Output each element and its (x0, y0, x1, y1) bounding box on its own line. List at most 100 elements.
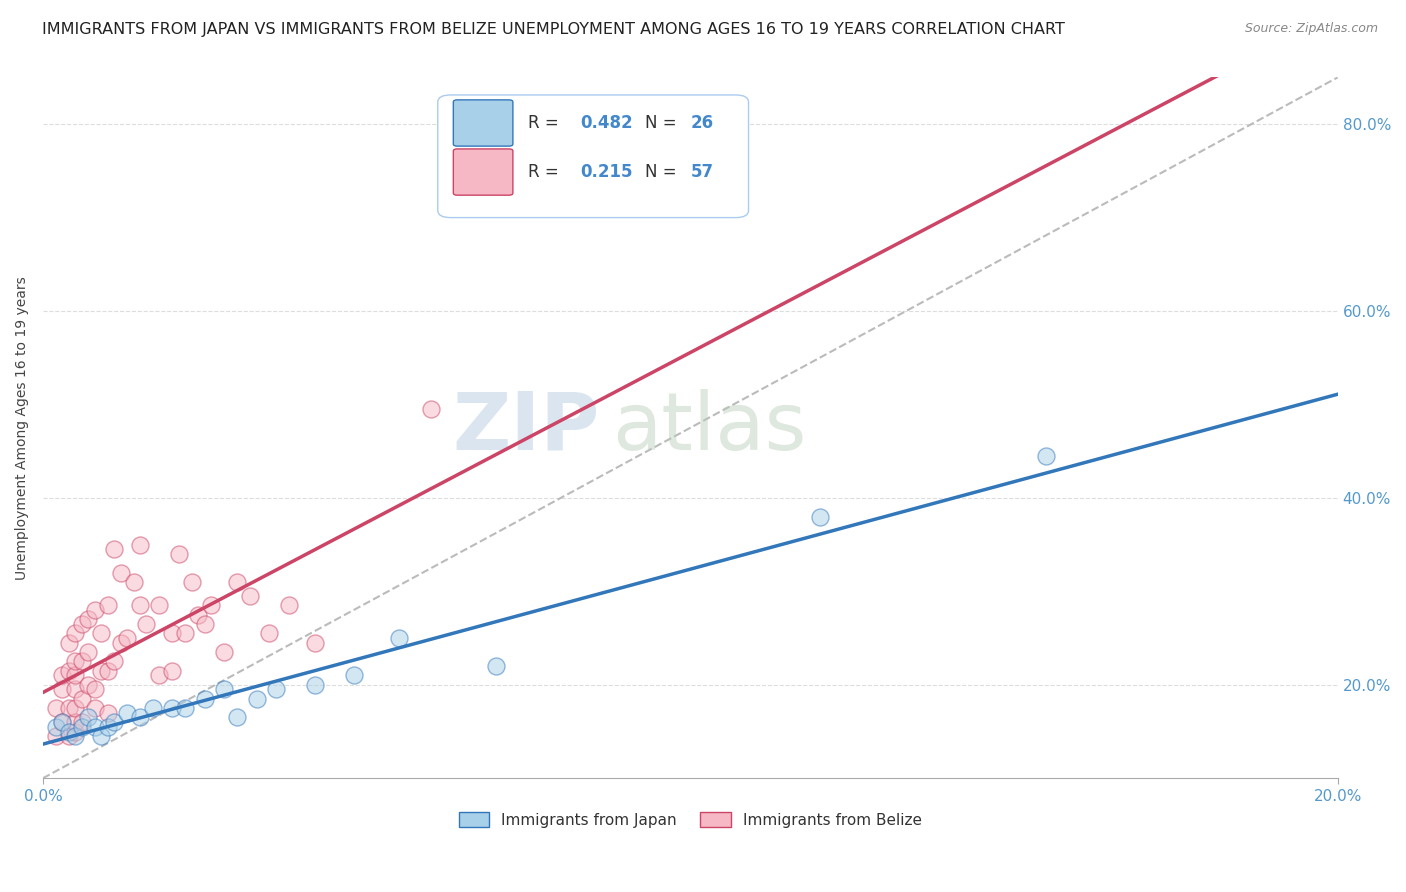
Point (65, 715, 87, 730)
Point (97, 720, 120, 734)
Point (226, 574, 249, 589)
Point (65, 626, 87, 640)
Text: Source: ZipAtlas.com: Source: ZipAtlas.com (1244, 22, 1378, 36)
Text: 0.215: 0.215 (581, 163, 633, 181)
Text: R =: R = (529, 114, 564, 132)
Point (77, 612, 100, 626)
Point (115, 631, 138, 645)
Point (103, 715, 125, 730)
Point (304, 678, 326, 692)
Point (45, 729, 67, 743)
Point (162, 626, 184, 640)
Point (45, 720, 67, 734)
Point (1035, 449, 1057, 463)
Point (77, 678, 100, 692)
Point (45, 701, 67, 715)
Point (97, 599, 120, 613)
Point (65, 701, 87, 715)
FancyBboxPatch shape (437, 95, 748, 218)
Point (187, 607, 209, 622)
Point (420, 402, 443, 417)
Point (180, 574, 202, 589)
Point (129, 710, 152, 724)
Point (264, 682, 287, 697)
Point (65, 655, 87, 669)
Point (245, 691, 267, 706)
Point (90, 729, 112, 743)
Point (83, 603, 105, 617)
Point (110, 566, 132, 580)
Point (167, 547, 190, 561)
Point (70, 655, 93, 669)
Legend: Immigrants from Japan, Immigrants from Belize: Immigrants from Japan, Immigrants from B… (453, 805, 928, 834)
Point (194, 691, 217, 706)
Point (142, 701, 165, 715)
Point (65, 668, 87, 682)
Point (239, 589, 262, 603)
Point (83, 682, 105, 697)
Point (174, 626, 197, 640)
Point (65, 682, 87, 697)
Point (148, 668, 170, 682)
Point (90, 664, 112, 678)
FancyBboxPatch shape (453, 100, 513, 146)
Point (58, 701, 80, 715)
Point (97, 664, 120, 678)
Point (58, 664, 80, 678)
Point (65, 729, 87, 743)
Point (70, 715, 93, 730)
Point (83, 701, 105, 715)
Point (77, 645, 100, 659)
Point (110, 636, 132, 650)
Point (51, 682, 73, 697)
Point (808, 509, 831, 524)
Point (388, 631, 411, 645)
Point (90, 626, 112, 640)
Point (51, 715, 73, 730)
Point (103, 542, 125, 557)
Point (58, 729, 80, 743)
Point (212, 682, 235, 697)
Point (70, 720, 93, 734)
Point (122, 574, 145, 589)
Point (58, 724, 80, 739)
Text: atlas: atlas (613, 389, 807, 467)
Point (162, 701, 184, 715)
Text: R =: R = (529, 163, 564, 181)
Point (77, 710, 100, 724)
Point (148, 599, 170, 613)
Point (83, 720, 105, 734)
Point (135, 617, 157, 632)
Point (103, 655, 125, 669)
Text: N =: N = (645, 114, 682, 132)
Point (97, 706, 120, 720)
Point (277, 599, 299, 613)
Point (129, 538, 152, 552)
Point (70, 691, 93, 706)
Text: 0.482: 0.482 (581, 114, 633, 132)
Text: IMMIGRANTS FROM JAPAN VS IMMIGRANTS FROM BELIZE UNEMPLOYMENT AMONG AGES 16 TO 19: IMMIGRANTS FROM JAPAN VS IMMIGRANTS FROM… (42, 22, 1066, 37)
Text: 26: 26 (690, 114, 713, 132)
Point (70, 617, 93, 632)
Point (115, 706, 138, 720)
Y-axis label: Unemployment Among Ages 16 to 19 years: Unemployment Among Ages 16 to 19 years (15, 276, 30, 580)
Point (212, 645, 235, 659)
Point (485, 659, 508, 673)
Point (65, 724, 87, 739)
Text: N =: N = (645, 163, 682, 181)
Point (174, 701, 197, 715)
Point (259, 626, 281, 640)
FancyBboxPatch shape (453, 149, 513, 195)
Point (129, 599, 152, 613)
Text: ZIP: ZIP (453, 389, 599, 467)
Point (51, 715, 73, 730)
Point (226, 710, 249, 724)
Point (194, 617, 217, 632)
Point (200, 599, 222, 613)
Point (58, 636, 80, 650)
Point (304, 636, 326, 650)
Text: 57: 57 (690, 163, 713, 181)
Point (162, 664, 184, 678)
Point (343, 668, 366, 682)
Point (51, 668, 73, 682)
